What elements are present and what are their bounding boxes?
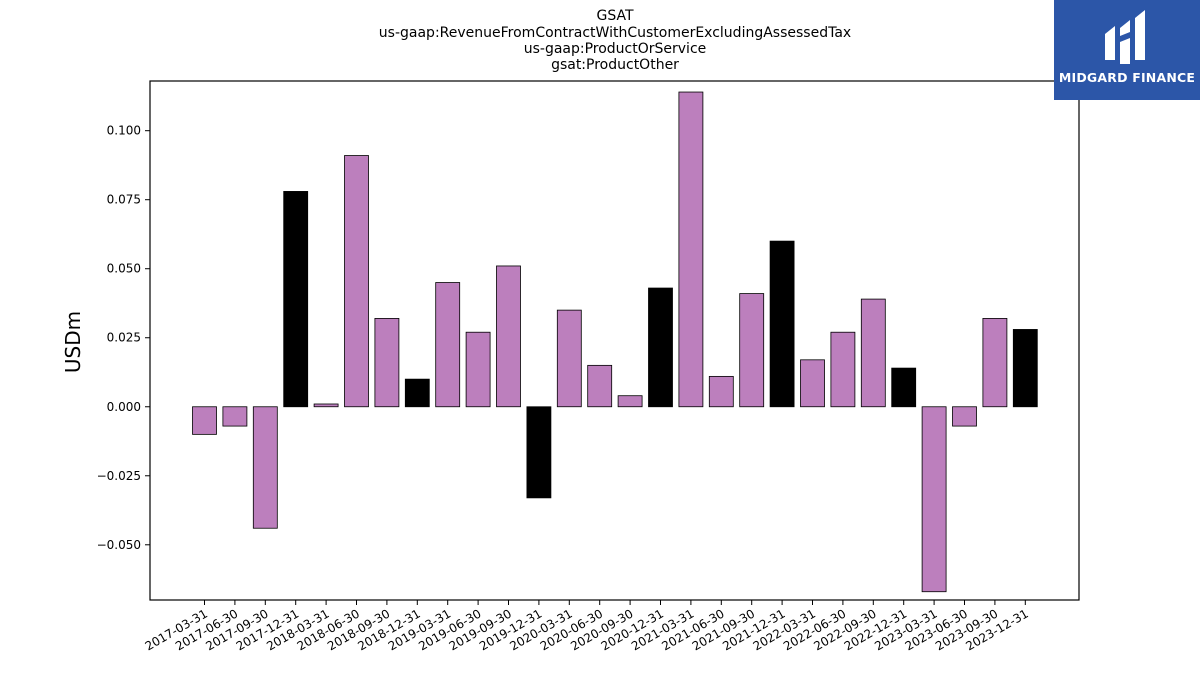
bar-2018-09-30 [374,318,400,408]
y-tick-label: 0.100 [107,124,141,138]
bar-2022-06-30 [830,331,856,408]
y-tick-label: 0.000 [107,400,141,414]
y-tick-label: 0.050 [107,262,141,276]
midgard-finance-logo: MIDGARD FINANCE [1054,0,1200,100]
bar-2018-03-31 [313,403,339,408]
bar-2022-09-30 [860,298,886,408]
y-axis: −0.050 −0.025 0.000 0.025 0.050 0.075 0.100 [97,124,150,552]
y-tick-label: −0.025 [97,469,141,483]
bar-2017-06-30 [222,406,248,427]
bar-2021-06-30 [708,375,734,408]
y-axis-label: USDm [61,311,85,373]
bar-2021-09-30 [739,293,765,408]
bar-2022-03-31 [800,359,825,408]
chart-title-line: us-gaap:ProductOrService [524,41,707,57]
x-axis: 2017-03-312017-06-302017-09-302017-12-31… [143,600,1031,653]
bar-2020-03-31 [556,309,582,408]
chart-title-line: GSAT [596,8,633,24]
bar-2018-12-31 [404,378,430,408]
bar-2019-09-30 [496,265,521,408]
chart-title-line: us-gaap:RevenueFromContractWithCustomerE… [379,25,851,41]
chart-title: GSAT us-gaap:RevenueFromContractWithCust… [379,8,851,73]
bar-2019-03-31 [435,282,461,408]
bar-2020-09-30 [617,395,643,408]
bar-2023-12-31 [1012,329,1038,408]
bar-2023-09-30 [982,318,1008,408]
bar-2017-03-31 [192,406,217,435]
midgard-logo-icon [1105,10,1145,64]
y-tick-label: 0.075 [107,193,141,207]
bar-2023-06-30 [952,406,977,427]
y-tick-label: −0.050 [97,538,141,552]
bar-2018-06-30 [344,155,369,408]
bars-group [192,91,1038,593]
logo-text: MIDGARD FINANCE [1058,70,1196,85]
plot-frame [149,80,1080,601]
bar-2017-09-30 [252,406,278,529]
bar-2021-12-31 [769,240,795,408]
bar-2020-12-31 [648,287,673,408]
bar-2019-06-30 [465,331,491,408]
bar-2022-12-31 [891,367,917,408]
bar-2021-03-31 [678,91,704,408]
y-tick-label: 0.025 [107,331,141,345]
bar-2017-12-31 [283,191,309,408]
bar-2020-06-30 [587,364,613,408]
bar-2019-12-31 [526,406,552,499]
chart-title-line: gsat:ProductOther [551,57,679,73]
bar-2023-03-31 [921,406,947,593]
